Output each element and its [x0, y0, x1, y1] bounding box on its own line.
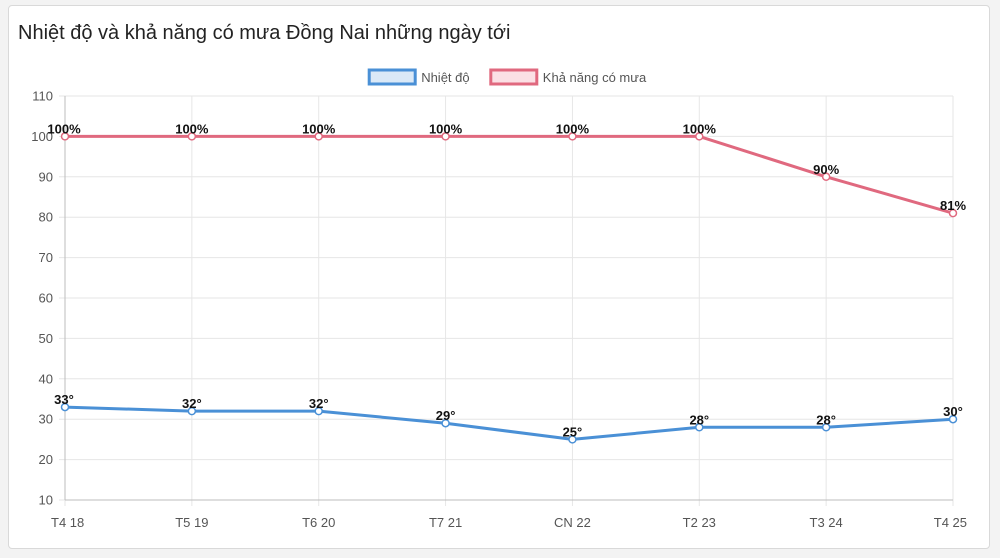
data-point[interactable] — [60, 402, 70, 412]
x-tick-label: T4 18 — [51, 515, 84, 530]
series-line-1 — [64, 405, 954, 441]
x-tick-label: CN 22 — [554, 515, 591, 530]
data-point[interactable] — [441, 418, 450, 428]
data-label: 33° — [54, 392, 74, 407]
data-label: 100% — [683, 121, 717, 136]
data-label: 90% — [813, 162, 839, 177]
data-point[interactable] — [568, 435, 577, 444]
axes: 10 20 30 40 50 60 70 80 90 100 110 T4 18 T5 19 T6 20 T… — [31, 89, 967, 531]
data-labels: 33° 32° 32° 29° 25° 28° 28° 30° 100% 100% 100% 100%… — [47, 121, 966, 439]
y-tick-label: 50 — [39, 331, 53, 346]
data-label: 25° — [563, 424, 583, 439]
data-label: 100% — [302, 121, 336, 136]
chart-title: Nhiệt độ và khả năng có mưa Đồng Nai nhữ… — [18, 22, 511, 44]
data-label: 100% — [429, 121, 463, 136]
series-line-2 — [65, 134, 954, 215]
y-tick-label: 110 — [32, 89, 53, 104]
data-point[interactable] — [187, 132, 197, 141]
data-label: 29° — [436, 408, 456, 423]
x-tick-label: T7 21 — [429, 515, 462, 530]
data-point[interactable] — [821, 423, 831, 432]
data-label: 100% — [47, 121, 81, 136]
data-point[interactable] — [568, 132, 577, 141]
data-point[interactable] — [948, 208, 958, 218]
data-label: 100% — [175, 121, 209, 136]
x-tick-label: T2 23 — [683, 515, 716, 530]
data-point[interactable] — [60, 132, 70, 141]
data-label: 32° — [182, 396, 202, 411]
x-tick-label: T5 19 — [175, 515, 208, 530]
x-tick-label: T4 25 — [934, 515, 967, 530]
legend[interactable]: Nhiệt độ Khả năng có mưa — [367, 68, 647, 86]
y-tick-label: 40 — [39, 371, 53, 386]
y-tick-label: 30 — [39, 412, 53, 427]
data-point[interactable] — [695, 423, 704, 432]
data-label: 30° — [943, 404, 963, 419]
y-tick-label: 80 — [39, 210, 53, 225]
legend-label-2[interactable]: Khả năng có mưa — [543, 70, 647, 85]
series — [60, 132, 958, 444]
data-point[interactable] — [695, 132, 704, 141]
legend-swatch-1[interactable] — [367, 68, 417, 86]
legend-swatch-2[interactable] — [489, 68, 539, 86]
grid — [59, 95, 954, 506]
data-point[interactable] — [187, 406, 197, 416]
data-label: 28° — [689, 412, 709, 427]
y-tick-label: 100 — [31, 129, 53, 144]
y-tick-label: 10 — [39, 493, 53, 508]
data-label: 100% — [556, 121, 590, 136]
y-tick-label: 60 — [39, 291, 53, 306]
data-label: 28° — [816, 412, 836, 427]
data-point[interactable] — [948, 414, 958, 424]
legend-label-1[interactable]: Nhiệt độ — [421, 70, 469, 85]
y-tick-label: 90 — [39, 169, 53, 184]
y-tick-label: 20 — [39, 452, 53, 467]
data-point[interactable] — [314, 132, 323, 141]
data-point[interactable] — [314, 406, 323, 416]
data-point[interactable] — [821, 172, 831, 182]
data-point[interactable] — [441, 132, 450, 141]
x-tick-label: T6 20 — [302, 515, 335, 530]
data-label: 32° — [309, 396, 329, 411]
y-tick-label: 70 — [39, 250, 53, 265]
data-label: 81% — [940, 198, 966, 213]
x-tick-label: T3 24 — [810, 515, 843, 530]
